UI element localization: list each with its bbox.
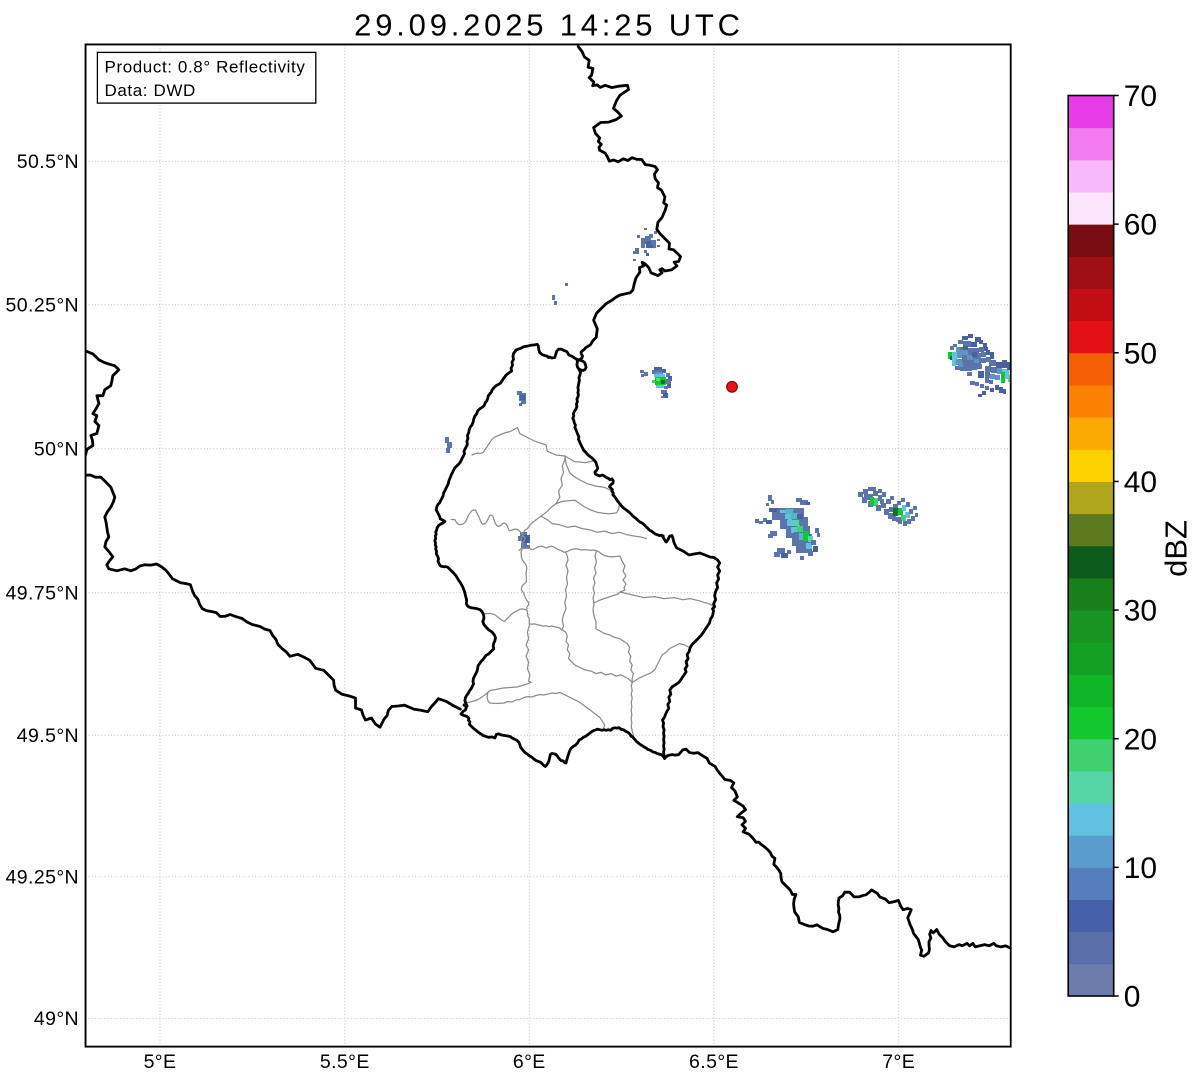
svg-text:50: 50 [1124,337,1157,370]
svg-text:49.25°N: 49.25°N [6,867,79,889]
svg-text:29.09.2025 14:25 UTC: 29.09.2025 14:25 UTC [354,8,744,43]
svg-text:70: 70 [1124,80,1157,113]
svg-text:49.75°N: 49.75°N [6,582,79,604]
svg-text:5.5°E: 5.5°E [320,1051,370,1073]
svg-text:50.25°N: 50.25°N [6,295,79,317]
svg-text:0: 0 [1124,981,1141,1014]
svg-text:49.5°N: 49.5°N [17,725,79,747]
svg-text:dBZ: dBZ [1159,520,1194,577]
svg-text:6°E: 6°E [513,1051,546,1073]
svg-text:40: 40 [1124,466,1157,499]
svg-text:10: 10 [1124,852,1157,885]
svg-text:5°E: 5°E [144,1051,177,1073]
svg-text:7°E: 7°E [882,1051,915,1073]
svg-text:60: 60 [1124,209,1157,242]
svg-text:50.5°N: 50.5°N [17,151,79,173]
svg-text:20: 20 [1124,723,1157,756]
svg-text:50°N: 50°N [34,439,79,461]
svg-text:49°N: 49°N [34,1008,79,1030]
svg-text:6.5°E: 6.5°E [689,1051,739,1073]
svg-text:Product: 0.8° Reflectivity: Product: 0.8° Reflectivity [105,58,306,77]
svg-text:Data: DWD: Data: DWD [105,81,196,100]
svg-text:30: 30 [1124,595,1157,628]
